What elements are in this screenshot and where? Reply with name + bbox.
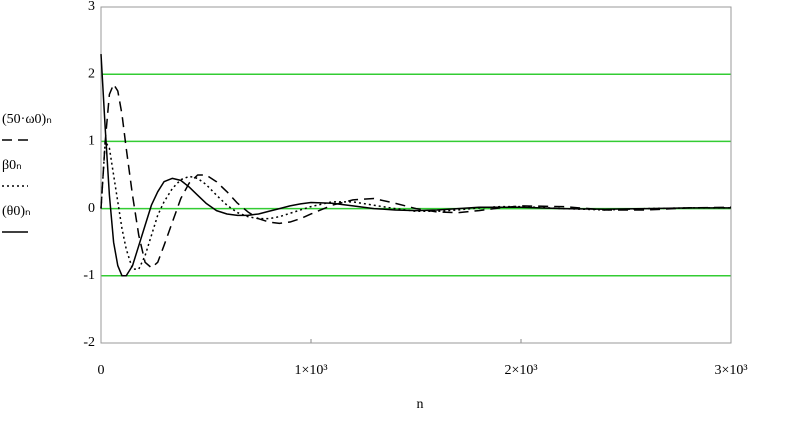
y-tick-label: 2 — [88, 66, 95, 81]
x-tick-label: 1×10³ — [294, 363, 327, 378]
y-tick-label: 1 — [88, 134, 95, 149]
x-tick-label: 0 — [98, 363, 105, 378]
y-tick-label: 3 — [88, 0, 95, 14]
x-tick-label: 3×10³ — [714, 363, 747, 378]
y-tick-label: 0 — [88, 201, 95, 216]
series-line — [100, 53, 731, 277]
series-line — [100, 140, 731, 270]
x-axis-label: n — [417, 397, 424, 412]
x-tick-label: 2×10³ — [504, 363, 537, 378]
legend-label: (50·ω0)ₙ — [2, 112, 52, 127]
legend-label: (θ0)ₙ — [2, 204, 31, 219]
y-tick-label: -1 — [83, 268, 95, 283]
legend-label: β0ₙ — [2, 158, 22, 173]
series-line — [100, 83, 732, 269]
plot-frame — [100, 6, 732, 344]
y-tick-label: -2 — [83, 335, 95, 350]
